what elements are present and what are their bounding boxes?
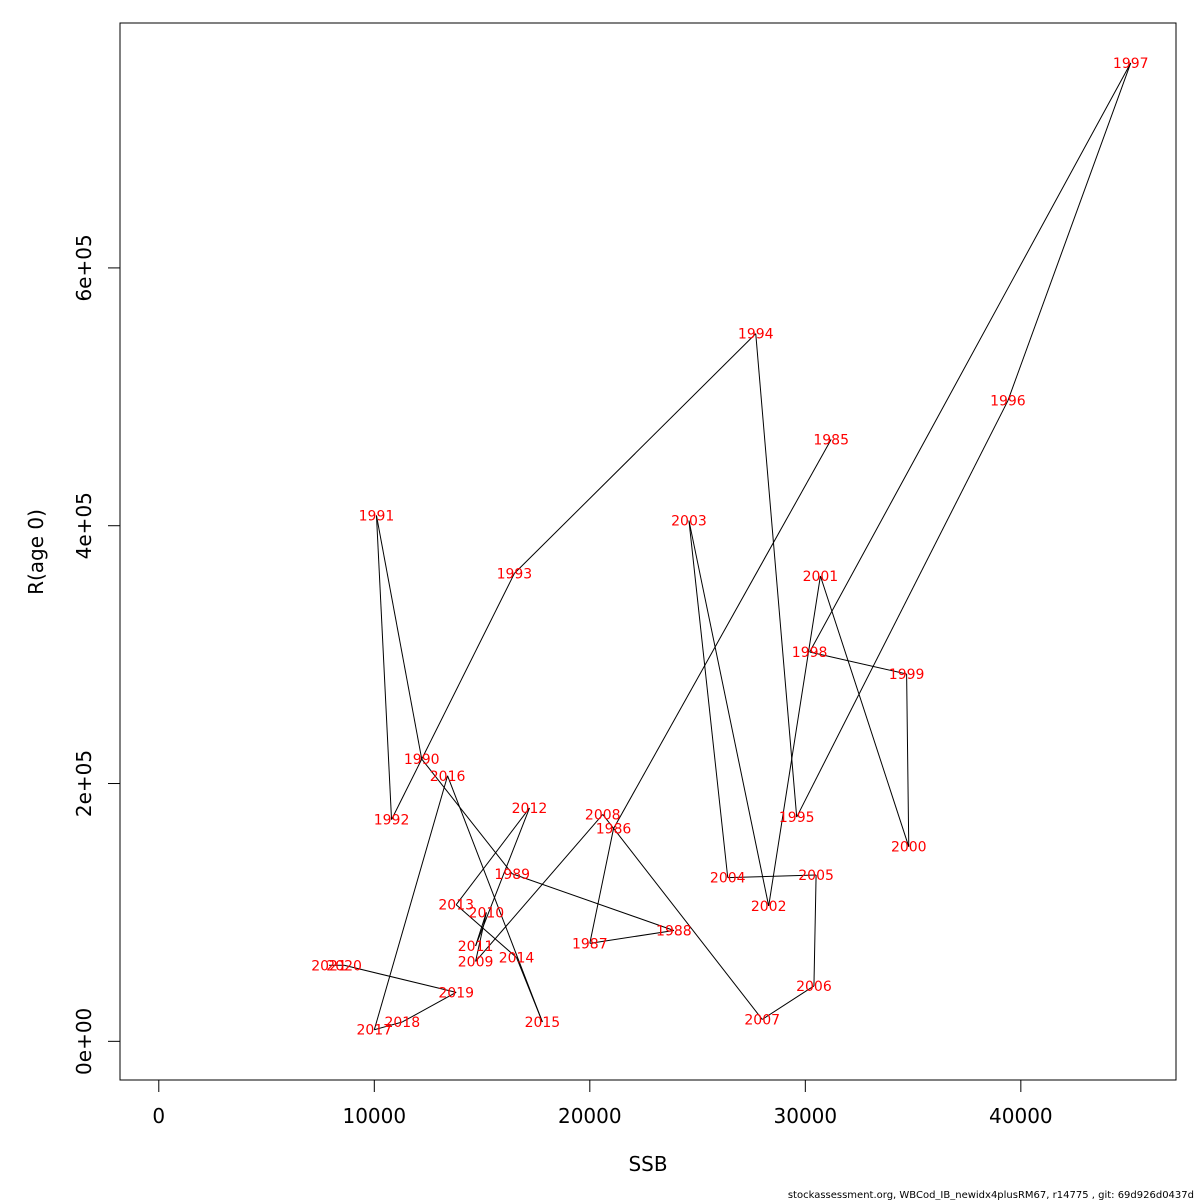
sr-trajectory	[329, 62, 1132, 1031]
y-tick-label: 4e+05	[72, 492, 96, 559]
year-label-1990: 1990	[404, 752, 440, 768]
year-label-2006: 2006	[796, 979, 832, 995]
trajectory-segment	[475, 814, 604, 962]
year-label-1987: 1987	[572, 936, 608, 952]
trajectory-segment	[613, 439, 832, 829]
year-label-2018: 2018	[384, 1015, 420, 1031]
y-axis-title: R(age 0)	[24, 509, 48, 595]
year-label-2001: 2001	[803, 569, 839, 585]
year-label-2012: 2012	[512, 801, 548, 817]
trajectory-segment	[727, 874, 817, 879]
year-label-1996: 1996	[990, 394, 1026, 410]
year-label-2017: 2017	[356, 1023, 392, 1039]
trajectory-segment	[809, 62, 1132, 653]
year-label-1999: 1999	[889, 667, 925, 683]
year-label-2003: 2003	[671, 514, 707, 530]
year-labels: 1985 1986 1987 1988 1989 1990 1991 1992 1993 1994…	[311, 56, 1148, 1039]
year-label-2019: 2019	[438, 985, 474, 1001]
x-axis: 0 10000 20000 30000 40000	[152, 1079, 1053, 1128]
trajectory-segment	[813, 875, 817, 986]
x-tick-label: 30000	[774, 1104, 838, 1128]
year-label-2005: 2005	[798, 868, 834, 884]
trajectory-segment	[796, 400, 1009, 818]
year-label-1985: 1985	[813, 432, 849, 448]
year-label-1986: 1986	[596, 822, 632, 838]
trajectory-segment	[455, 807, 530, 905]
y-tick-label: 0e+00	[72, 1008, 96, 1075]
trajectory-segment	[374, 1021, 403, 1031]
year-label-2011: 2011	[458, 939, 494, 955]
year-label-2014: 2014	[499, 951, 535, 967]
trajectory-segment	[589, 828, 615, 944]
year-label-2008: 2008	[585, 807, 621, 823]
year-label-2009: 2009	[458, 954, 494, 970]
year-label-1997: 1997	[1113, 56, 1149, 72]
year-label-2021: 2021	[311, 958, 347, 974]
trajectory-segment	[375, 515, 393, 820]
year-label-2010: 2010	[469, 905, 505, 921]
trajectory-segment	[373, 775, 449, 1030]
year-label-1998: 1998	[792, 645, 828, 661]
year-label-1989: 1989	[494, 867, 530, 883]
trajectory-segment	[602, 814, 763, 1020]
year-label-1991: 1991	[359, 508, 395, 524]
trajectory-segment	[421, 758, 513, 875]
year-label-1995: 1995	[779, 810, 815, 826]
trajectory-segment	[475, 807, 530, 947]
x-tick-label: 20000	[558, 1104, 622, 1128]
trajectory-segment	[447, 775, 543, 1023]
trajectory-segment	[819, 575, 910, 847]
year-label-2013: 2013	[438, 898, 474, 914]
y-axis: 0e+00 2e+05 4e+05 6e+05	[72, 234, 121, 1075]
y-tick-label: 2e+05	[72, 750, 96, 817]
year-label-2016: 2016	[430, 769, 466, 785]
trajectory-segment	[512, 873, 675, 931]
trajectory-segment	[688, 520, 729, 878]
year-label-1992: 1992	[374, 813, 410, 829]
x-tick-label: 40000	[989, 1104, 1053, 1128]
trajectory-segment	[809, 651, 907, 675]
trajectory-segment	[455, 904, 517, 958]
year-label-1993: 1993	[497, 566, 533, 582]
trajectory-segment	[755, 333, 798, 818]
trajectory-segment	[589, 929, 674, 944]
x-tick-label: 10000	[342, 1104, 406, 1128]
footer-caption: stockassessment.org, WBCod_IB_newidx4plu…	[788, 1190, 1194, 1200]
trajectory-segment	[344, 964, 457, 993]
year-label-2020: 2020	[326, 958, 362, 974]
year-label-1988: 1988	[656, 923, 692, 939]
year-label-2002: 2002	[751, 899, 787, 915]
year-label-2004: 2004	[710, 871, 746, 887]
trajectory-segment	[514, 333, 757, 574]
year-label-2007: 2007	[744, 1012, 780, 1028]
trajectory-segment	[768, 575, 821, 907]
trajectory-segment	[391, 573, 515, 820]
trajectory-segment	[375, 515, 423, 760]
y-tick-label: 6e+05	[72, 234, 96, 301]
year-label-1994: 1994	[738, 327, 774, 343]
year-label-2000: 2000	[891, 840, 927, 856]
trajectory-segment	[906, 673, 910, 847]
x-axis-title: SSB	[628, 1152, 667, 1176]
year-label-2015: 2015	[525, 1015, 561, 1031]
trajectory-segment	[761, 985, 815, 1020]
trajectory-segment	[1007, 62, 1132, 401]
trajectory-segment	[475, 912, 487, 962]
trajectory-segment	[688, 520, 770, 907]
x-tick-label: 0	[152, 1104, 165, 1128]
trajectory-segment	[402, 991, 457, 1023]
